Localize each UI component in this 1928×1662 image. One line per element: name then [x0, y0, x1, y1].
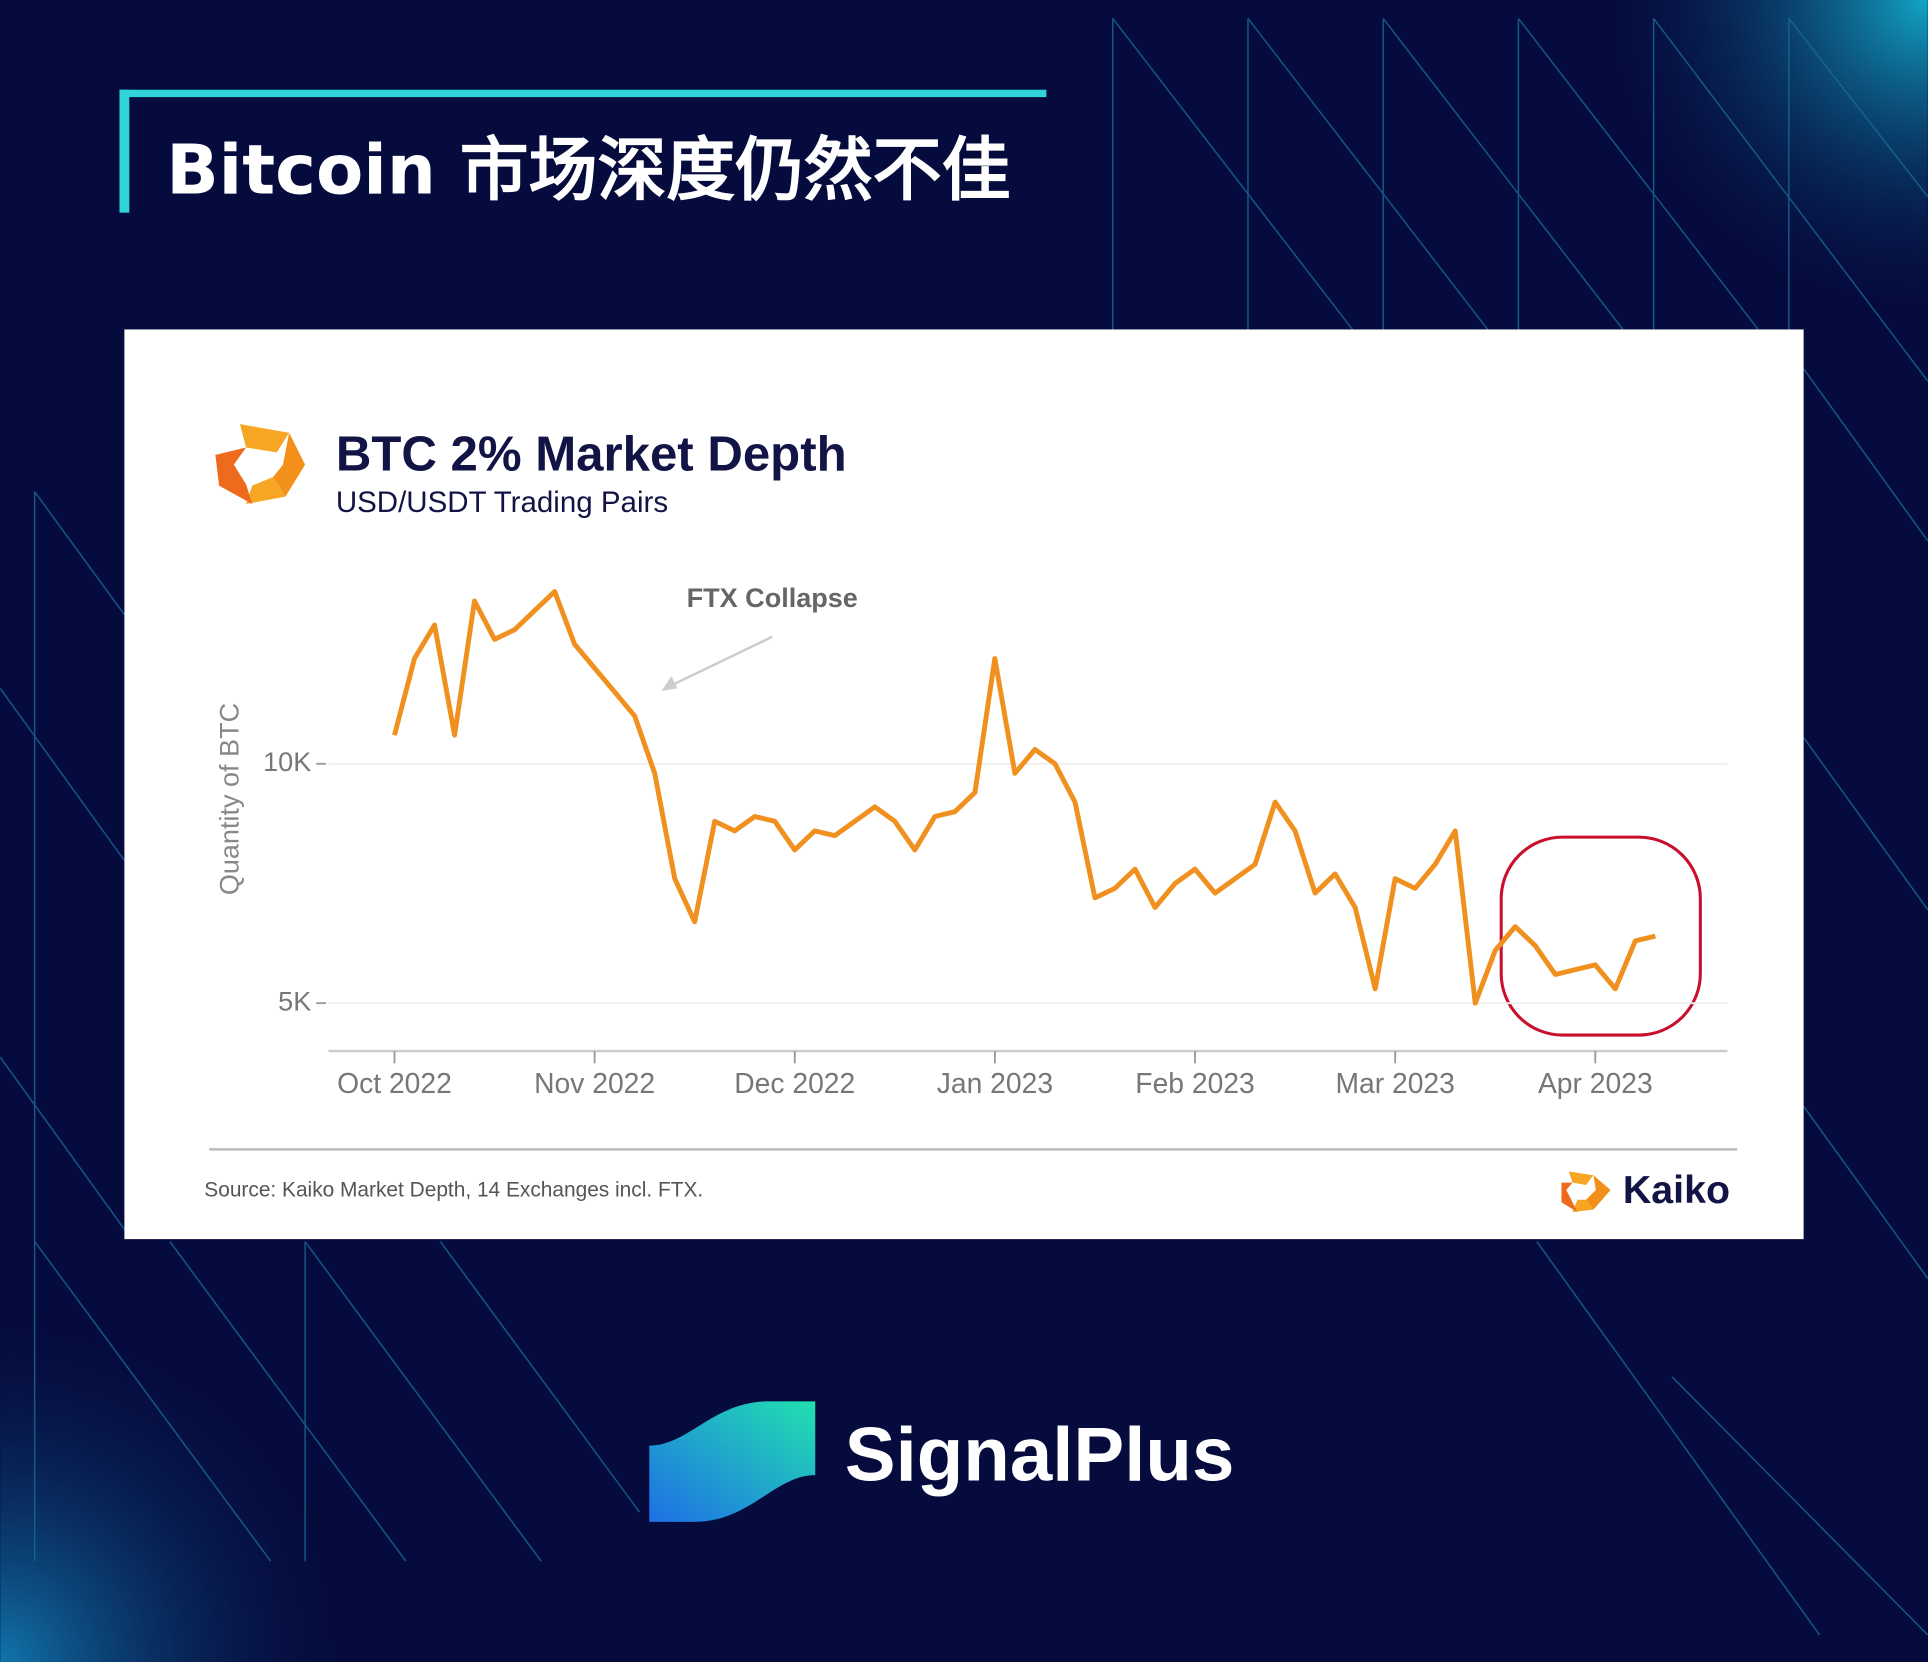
x-tick-label: Dec 2022: [734, 1067, 855, 1099]
x-tick-label: Oct 2022: [337, 1067, 452, 1099]
title-bar: [119, 89, 130, 213]
chart-title: BTC 2% Market Depth: [336, 426, 847, 481]
y-tick-label: 5K: [278, 986, 311, 1016]
x-tick-label: Mar 2023: [1335, 1067, 1454, 1099]
kaiko-wordmark: Kaiko: [1623, 1168, 1730, 1212]
kaiko-small-logo: [1561, 1171, 1611, 1213]
y-tick-label: 10K: [263, 747, 311, 777]
title-bar: [119, 89, 1047, 98]
decor-lines: [0, 17, 1928, 1636]
annotation: FTX Collapse: [687, 583, 858, 613]
x-tick-label: Apr 2023: [1538, 1067, 1653, 1099]
series-line: [392, 589, 1656, 1006]
brand: SignalPlus: [845, 1413, 1235, 1498]
signalplus-logo: [649, 1401, 816, 1522]
source: Source: Kaiko Market Depth, 14 Exchanges…: [204, 1179, 703, 1202]
kaiko-logo: [215, 424, 306, 505]
x-tick-label: Jan 2023: [937, 1067, 1053, 1099]
page-title: Bitcoin 市场深度仍然不佳: [166, 131, 1010, 211]
annotation-arrow: [669, 635, 773, 688]
x-tick-label: Feb 2023: [1135, 1067, 1254, 1099]
x-tick-label: Nov 2022: [534, 1067, 655, 1099]
y-axis-label: Quantity of BTC: [214, 703, 244, 895]
highlight: [1499, 835, 1702, 1037]
plot: 5K 10K Oct 2022 Nov 2022 Dec 2022 Jan 2023 Feb…: [263, 589, 1728, 1099]
chart-subtitle: USD/USDT Trading Pairs: [336, 486, 668, 519]
chart-card: [124, 329, 1804, 1240]
annotation-arrowhead: [661, 676, 678, 691]
